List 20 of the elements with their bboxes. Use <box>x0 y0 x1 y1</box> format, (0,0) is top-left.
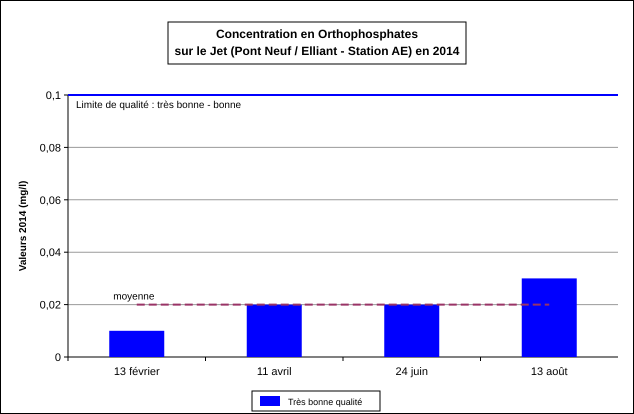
chart-subtitle: sur le Jet (Pont Neuf / Elliant - Station AE) en 2014 <box>174 44 460 58</box>
x-tick-label: 13 août <box>530 366 568 378</box>
ref-line-label: moyenne <box>113 292 155 303</box>
ref-line-label: Limite de qualité : très bonne - bonne <box>76 100 242 111</box>
bar <box>246 304 302 357</box>
y-tick-label: 0,06 <box>40 194 61 207</box>
y-axis-title: Valeurs 2014 (mg/l) <box>18 180 29 272</box>
bar <box>522 278 577 357</box>
chart-title: Concentration en Orthophosphates <box>216 27 418 41</box>
x-tick-label: 24 juin <box>396 366 428 378</box>
y-tick-label: 0 <box>54 352 61 364</box>
y-tick-label: 0,02 <box>40 300 61 312</box>
y-tick-label: 0,04 <box>40 247 61 260</box>
legend-label: Très bonne qualité <box>288 397 362 407</box>
x-tick-label: 11 avril <box>256 366 292 378</box>
bar <box>384 304 440 357</box>
x-tick-label: 13 février <box>114 366 160 378</box>
y-tick-label: 0,08 <box>40 142 61 154</box>
bar <box>109 330 164 357</box>
y-tick-label: 0,1 <box>46 90 61 102</box>
